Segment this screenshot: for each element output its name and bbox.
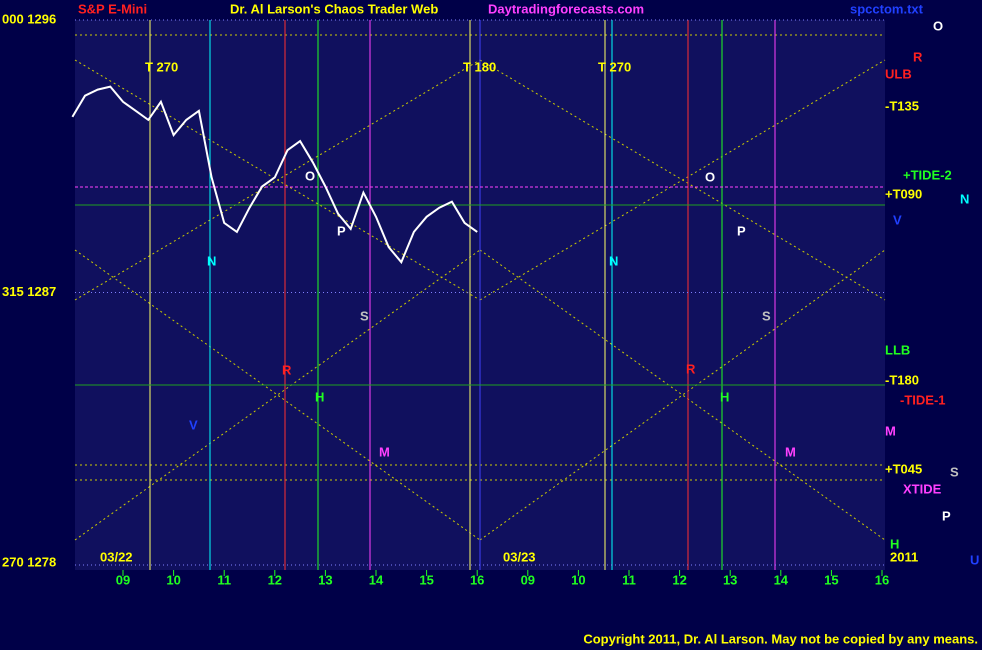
- annotation: S: [360, 308, 369, 323]
- copyright: Copyright 2011, Dr. Al Larson. May not b…: [583, 631, 978, 646]
- annotation: -T180: [885, 372, 919, 387]
- annotation: M: [785, 444, 796, 459]
- x-tick-label: 12: [672, 572, 686, 587]
- annotation: R: [282, 362, 292, 377]
- annotation: U: [970, 552, 979, 567]
- annotation: T 270: [598, 59, 631, 74]
- annotation: ULB: [885, 66, 912, 81]
- annotation: P: [942, 508, 951, 523]
- x-tick-label: 13: [723, 572, 737, 587]
- x-tick-label: 11: [622, 572, 636, 587]
- file-name: spcctom.txt: [850, 1, 924, 16]
- date-label: 03/22: [100, 549, 133, 564]
- annotation: H: [315, 389, 324, 404]
- annotation: H: [890, 536, 899, 551]
- level-lines: [75, 186, 885, 386]
- x-tick-label: 09: [521, 572, 535, 587]
- annotation: O: [305, 168, 315, 183]
- x-tick-label: 16: [470, 572, 484, 587]
- annotation: +T045: [885, 461, 922, 476]
- annotation: N: [960, 191, 969, 206]
- site: Daytradingforecasts.com: [488, 1, 644, 16]
- annotation: -T135: [885, 98, 919, 113]
- annotation: R: [913, 49, 923, 64]
- annotation: P: [337, 223, 346, 238]
- annotation: XTIDE: [903, 481, 942, 496]
- x-tick-label: 11: [217, 572, 231, 587]
- annotation: T 270: [145, 59, 178, 74]
- annotation: H: [720, 389, 729, 404]
- annotation: S: [762, 308, 771, 323]
- annotation: N: [609, 253, 618, 268]
- annotation: N: [207, 253, 216, 268]
- annotation: P: [737, 223, 746, 238]
- annotation: V: [893, 212, 902, 227]
- date-label: 03/23: [503, 549, 536, 564]
- x-tick-label: 13: [318, 572, 332, 587]
- x-tick-label: 10: [571, 572, 585, 587]
- annotation: S: [950, 464, 959, 479]
- annotation: M: [885, 423, 896, 438]
- annotation: R: [686, 361, 696, 376]
- annotation: +TIDE-2: [903, 167, 952, 182]
- x-tick-label: 10: [166, 572, 180, 587]
- brand: S&P E-Mini: [78, 1, 147, 16]
- annotation: V: [189, 417, 198, 432]
- x-tick-label: 14: [774, 572, 789, 587]
- y-tick-label: 315 1287: [2, 284, 56, 299]
- annotation: T 180: [463, 59, 496, 74]
- x-tick-label: 14: [369, 572, 384, 587]
- x-tick-label: 12: [268, 572, 282, 587]
- date-label: 2011: [890, 549, 918, 564]
- chart-title: Dr. Al Larson's Chaos Trader Web: [230, 1, 438, 16]
- time-lines: [149, 20, 776, 570]
- price-line: [71, 85, 478, 265]
- annotation: M: [379, 444, 390, 459]
- y-tick-label: 000 1296: [2, 11, 56, 26]
- x-tick-label: 09: [116, 572, 130, 587]
- x-tick-label: 16: [875, 572, 889, 587]
- y-tick-label: 270 1278: [2, 554, 56, 569]
- annotation: O: [705, 169, 715, 184]
- x-tick-label: 15: [824, 572, 838, 587]
- annotation: -TIDE-1: [900, 392, 946, 407]
- annotation: +T090: [885, 186, 922, 201]
- x-tick-label: 15: [419, 572, 433, 587]
- annotation: O: [933, 18, 943, 33]
- annotation: LLB: [885, 342, 910, 357]
